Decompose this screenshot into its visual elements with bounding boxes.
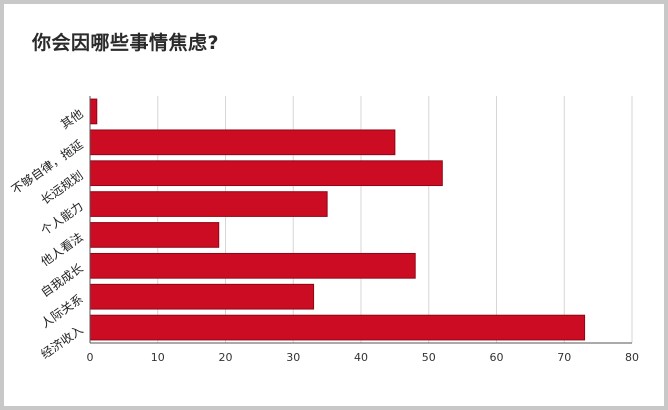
x-tick-label: 40 — [354, 351, 368, 364]
grid-lines — [157, 96, 633, 343]
x-tick-label: 70 — [557, 351, 571, 364]
chart-title: 你会因哪些事情焦虑? — [32, 32, 220, 54]
bar — [89, 283, 315, 310]
x-tick-label: 30 — [286, 351, 300, 364]
x-tick-label: 10 — [151, 351, 165, 364]
x-tick-label: 0 — [87, 351, 94, 364]
bar — [89, 160, 443, 187]
x-tick-label: 60 — [490, 351, 504, 364]
bar — [89, 129, 396, 156]
bars — [89, 98, 586, 341]
x-tick-label: 20 — [219, 351, 233, 364]
axes: 0 10 20 30 40 50 60 70 80 — [87, 96, 639, 364]
x-tick-label: 80 — [625, 351, 639, 364]
bar — [89, 98, 98, 125]
category-label: 不够自律，拖延 — [9, 137, 86, 197]
x-tick-label: 50 — [422, 351, 436, 364]
bar — [89, 252, 416, 279]
bar — [89, 222, 220, 248]
bar — [89, 314, 586, 341]
category-label: 其他 — [58, 106, 86, 131]
bar — [89, 191, 328, 217]
